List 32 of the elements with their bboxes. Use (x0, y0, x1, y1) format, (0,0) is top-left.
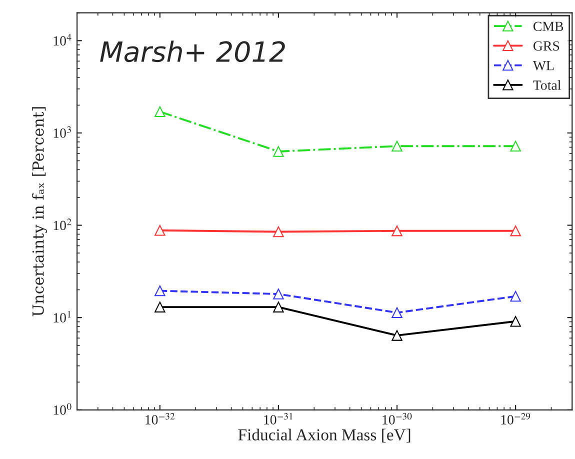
point (273, 288, 284, 300)
y-tick-label: 10$^{4}$ (54, 34, 72, 46)
annotation: Marsh+ 2012 (100, 40, 285, 62)
legend-label: Total (533, 80, 561, 90)
y-tick-label: 10$^{2}$ (54, 218, 72, 230)
point (154, 302, 166, 312)
y-tick-label: 10$^{1}$ (54, 310, 71, 322)
y-axis-title: Uncertainty in fₐₓ [Percent] (32, 107, 48, 316)
y-tick-label: 10$^{0}$ (54, 403, 72, 415)
point (273, 146, 284, 157)
point (154, 106, 166, 118)
legend-label: GRS (533, 41, 560, 51)
point (510, 225, 521, 236)
point (392, 140, 402, 152)
x-axis-title: Fiducial Axion Mass [eV] (238, 428, 410, 443)
point (273, 226, 284, 238)
x-tick-label: 10$^{−29}$ (501, 412, 530, 424)
point (273, 302, 284, 312)
point (392, 307, 402, 318)
x-tick-label: 10$^{−32}$ (146, 412, 175, 424)
legend-label: CMB (533, 22, 564, 32)
point (154, 225, 166, 236)
y-tick-label: 10$^{3}$ (54, 126, 71, 138)
point (510, 290, 521, 302)
point (392, 225, 402, 236)
point (510, 140, 521, 152)
point (510, 316, 521, 327)
point (392, 330, 402, 341)
x-tick-label: 10$^{−31}$ (264, 412, 292, 424)
point (154, 285, 166, 296)
x-tick-label: 10$^{−30}$ (382, 412, 412, 424)
legend-label: WL (532, 61, 554, 70)
